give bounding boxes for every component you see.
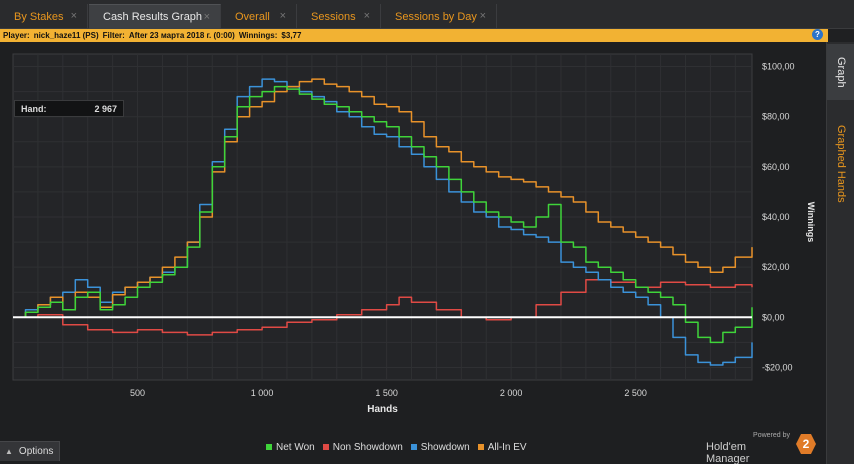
tab-label: Cash Results Graph (103, 11, 203, 23)
y-tick-label: $80,00 (762, 112, 790, 122)
y-tick-label: $100,00 (762, 62, 795, 72)
y-tick-labels: $100,00 $80,00 $60,00 $40,00 $20,00 $0,00 -$20… (762, 62, 795, 373)
options-label: Options (18, 446, 54, 457)
legend-item-non-showdown[interactable]: Non Showdown (322, 441, 403, 453)
winnings-value: $3,77 (281, 31, 302, 40)
x-tick-label: 2 000 (500, 388, 523, 398)
y-tick-label: -$20,00 (762, 362, 793, 372)
legend-item-net-won[interactable]: Net Won (266, 442, 315, 453)
x-tick-label: 1 000 (251, 388, 274, 398)
legend-label: Showdown (420, 441, 470, 453)
side-tab-graph[interactable]: Graph (827, 44, 854, 100)
legend-item-showdown[interactable]: Showdown (410, 441, 470, 453)
close-icon[interactable]: × (363, 10, 370, 22)
hm2-logo-icon: 2 (796, 434, 816, 454)
x-tick-labels: 500 1 000 1 500 2 000 2 500 (130, 388, 647, 398)
tooltip-value: 2 967 (94, 103, 117, 114)
player-name: nick_haze11 (PS) (33, 31, 99, 40)
hand-tooltip: Hand: 2 967 (14, 100, 124, 117)
legend-swatch (477, 444, 484, 450)
side-tab-graphed-hands-label: Graphed Hands (835, 125, 847, 203)
tab-cash-results-graph[interactable]: Cash Results Graph × (89, 4, 221, 29)
close-icon[interactable]: × (203, 11, 210, 23)
powered-by-text: Powered by (753, 432, 790, 439)
help-icon[interactable]: ? (812, 29, 823, 40)
tooltip-label: Hand: (21, 103, 47, 114)
tab-bar: By Stakes × Cash Results Graph × Overall… (0, 0, 854, 29)
filter-value: After 23 марта 2018 г. (0:00) (128, 31, 235, 40)
x-tick-label: 2 500 (624, 388, 647, 398)
tab-sessions[interactable]: Sessions × (297, 4, 381, 29)
legend-label: Net Won (276, 441, 315, 453)
tab-overall[interactable]: Overall × (221, 4, 297, 29)
legend-swatch (410, 444, 417, 450)
side-panel: Graph Graphed Hands (826, 42, 854, 464)
filter-info-bar: Player: nick_haze11 (PS) Filter: After 2… (0, 29, 828, 42)
close-icon[interactable]: × (279, 10, 286, 22)
close-icon[interactable]: × (479, 10, 486, 22)
tab-label: By Stakes (14, 10, 64, 23)
legend-label: Non Showdown (332, 441, 403, 453)
brand-badge: Powered by Hold'em Manager 2 (706, 432, 820, 464)
chart-legend: Net Won Non Showdown Showdown All-In EV (266, 441, 535, 453)
winnings-label: Winnings: (238, 31, 278, 40)
tab-label: Sessions by Day (395, 10, 477, 23)
series-lines (13, 78, 753, 366)
caret-up-icon: ▲ (5, 447, 13, 456)
brand-name: Hold'em Manager (706, 441, 750, 464)
side-tab-graphed-hands[interactable]: Graphed Hands (827, 104, 854, 224)
y-tick-label: $20,00 (762, 262, 790, 272)
chart-svg: $100,00 $80,00 $60,00 $40,00 $20,00 $0,00 -$20… (12, 53, 816, 415)
tab-label: Sessions (311, 10, 356, 23)
series-line-all-in-ev[interactable] (13, 78, 753, 319)
tab-by-stakes[interactable]: By Stakes × (0, 4, 88, 29)
results-graph: $100,00 $80,00 $60,00 $40,00 $20,00 $0,00 -$20… (0, 42, 826, 464)
filter-label: Filter: (102, 31, 125, 40)
legend-swatch (266, 444, 272, 450)
x-tick-label: 1 500 (375, 388, 398, 398)
side-tab-graph-label: Graph (835, 56, 847, 88)
player-label: Player: (3, 31, 30, 40)
y-tick-label: $0,00 (762, 312, 785, 322)
x-axis-label: Hands (367, 404, 398, 415)
legend-swatch (322, 444, 329, 450)
y-tick-label: $40,00 (762, 212, 790, 222)
series-line-net-won[interactable] (13, 85, 753, 344)
y-tick-label: $60,00 (762, 162, 790, 172)
options-button[interactable]: ▲ Options (0, 441, 60, 461)
tab-sessions-by-day[interactable]: Sessions by Day × (381, 4, 497, 29)
tab-label: Overall (235, 10, 270, 23)
y-axis-label: Winnings (806, 202, 816, 242)
close-icon[interactable]: × (70, 10, 77, 22)
legend-label: All-In EV (487, 441, 527, 453)
legend-item-all-in-ev[interactable]: All-In EV (477, 441, 527, 453)
x-tick-label: 500 (130, 388, 145, 398)
